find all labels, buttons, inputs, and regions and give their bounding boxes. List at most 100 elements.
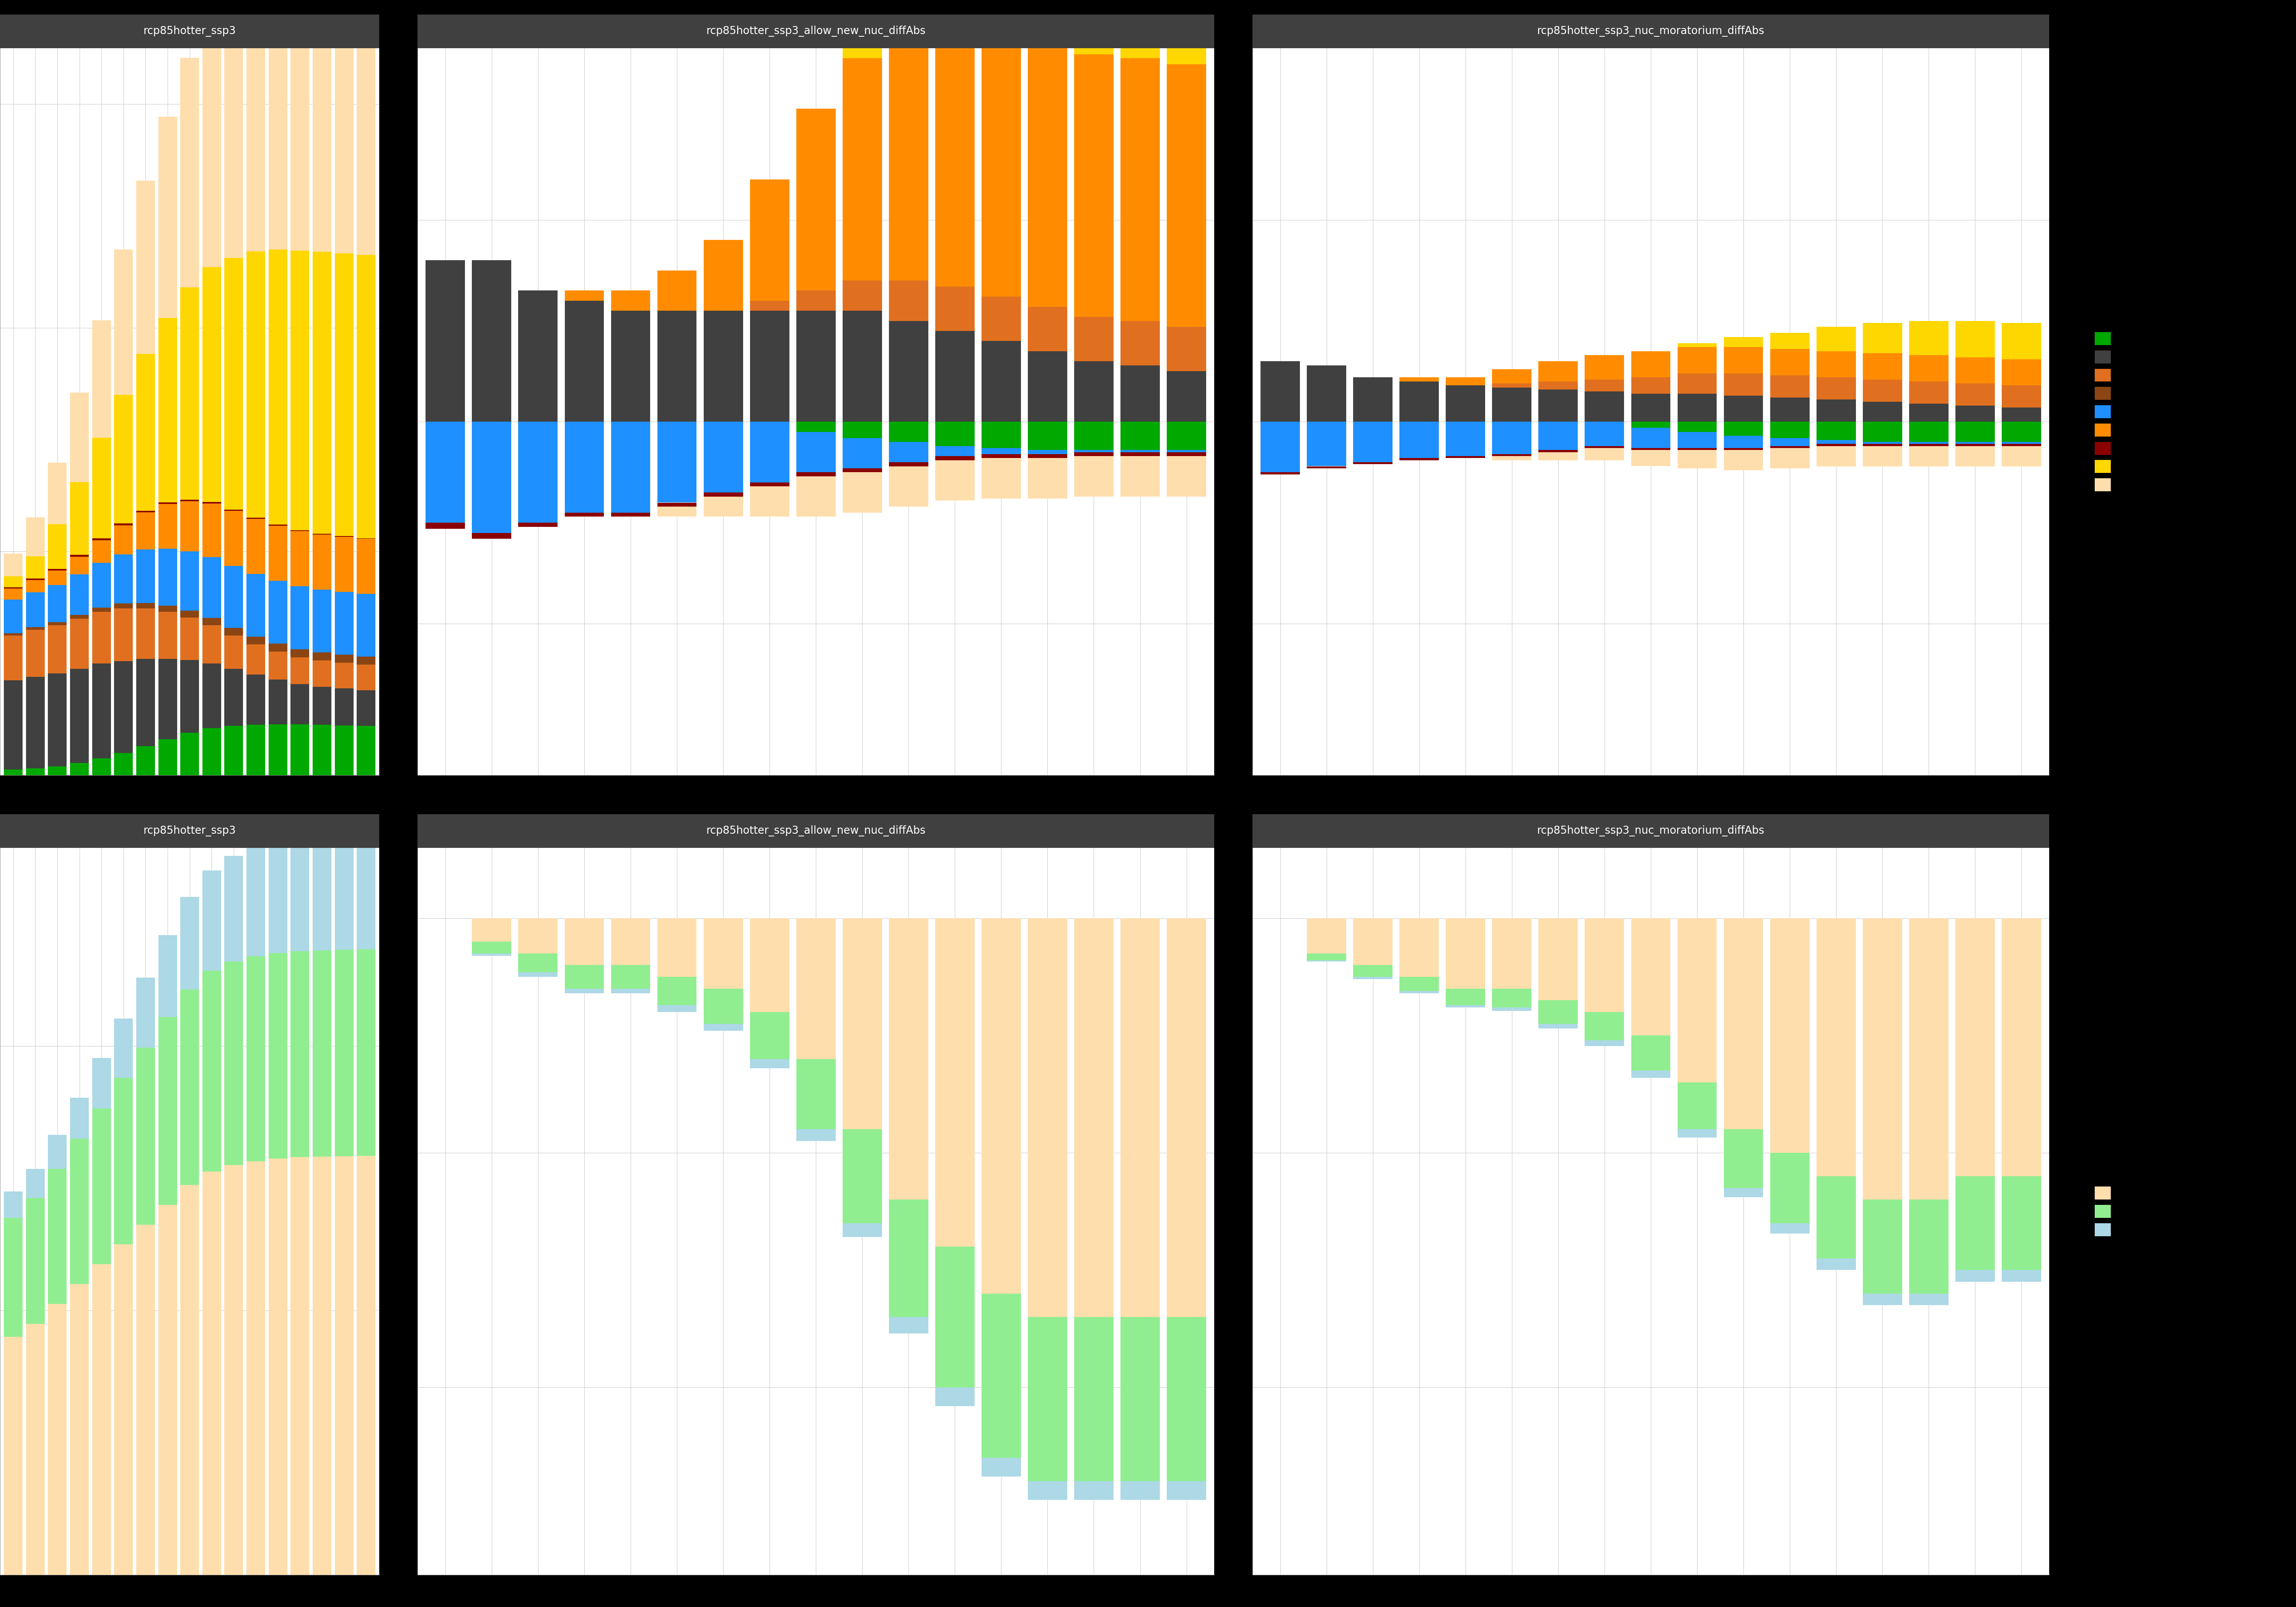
Bar [519,972,558,977]
Bar [246,675,266,725]
Bar [1584,918,1623,1012]
Bar [1029,307,1068,350]
Bar [797,291,836,310]
Bar [1166,421,1205,450]
Bar [269,0,287,249]
Bar [565,421,604,513]
Bar [312,839,331,950]
Bar [1770,421,1809,439]
Bar [657,421,696,503]
Bar [473,918,512,942]
Bar [657,977,696,1004]
Bar [934,331,974,421]
Bar [312,725,331,775]
Bar [269,1159,287,1575]
Bar [269,644,287,651]
Bar [1538,421,1577,450]
Bar [473,534,512,538]
Bar [158,739,177,775]
Bar [135,746,154,775]
Bar [1816,1258,1855,1270]
Bar [92,320,110,437]
Bar [980,458,1022,498]
Bar [1770,349,1809,376]
Bar [158,318,177,503]
Bar [225,511,243,566]
Bar [71,763,90,775]
Bar [71,1139,90,1284]
Bar [356,256,377,538]
Bar [246,519,266,574]
Bar [25,1199,44,1324]
Bar [1908,421,1949,442]
Bar [2002,444,2041,447]
Bar [1862,442,1901,444]
Bar [1862,323,1901,354]
Bar [71,615,90,619]
Bar [889,463,928,466]
Bar [246,0,266,252]
Bar [519,291,558,421]
Bar [225,628,243,635]
Bar [843,439,882,468]
Bar [356,726,377,775]
Bar [843,310,882,421]
Bar [1120,450,1159,452]
Bar [1862,918,1901,1200]
Bar [1584,1012,1623,1040]
Legend: building, industry, transport: building, industry, transport [2092,1183,2172,1241]
Bar [1075,918,1114,1316]
Text: rcp85hotter_ssp3_allow_new_nuc_diffAbs: rcp85hotter_ssp3_allow_new_nuc_diffAbs [707,26,925,37]
Bar [1862,354,1901,379]
Bar [934,456,974,460]
Bar [1446,918,1486,988]
Bar [115,604,133,609]
Bar [1538,1024,1577,1028]
Bar [751,421,790,482]
Bar [135,511,154,513]
Bar [158,606,177,612]
Bar [1862,1200,1901,1294]
Bar [1678,448,1717,450]
Bar [843,1130,882,1223]
Bar [1816,421,1855,440]
Bar [980,421,1022,448]
Bar [1724,435,1763,448]
Bar [181,611,200,617]
Bar [657,270,696,310]
Bar [519,421,558,522]
Bar [1029,918,1068,1316]
Bar [611,513,650,517]
Bar [703,918,744,988]
Bar [980,341,1022,421]
Bar [1446,1004,1486,1008]
Bar [312,652,331,660]
Bar [751,310,790,421]
Bar [202,558,220,619]
Bar [1862,402,1901,421]
Bar [1120,0,1159,58]
Bar [115,1244,133,1575]
Bar [1029,350,1068,421]
Bar [611,291,650,310]
Bar [1166,1482,1205,1499]
Bar [158,1017,177,1205]
Bar [1492,370,1531,384]
Bar [1352,378,1394,421]
Bar [48,1303,67,1575]
Bar [92,664,110,759]
Bar [1492,456,1531,460]
Bar [1166,452,1205,456]
Bar [135,609,154,659]
Bar [2002,408,2041,421]
Bar [1816,378,1855,400]
Bar [980,1458,1022,1477]
Bar [1029,458,1068,498]
Bar [751,301,790,310]
Bar [934,34,974,286]
Bar [1630,378,1671,394]
Bar [2002,386,2041,408]
Bar [92,538,110,540]
Bar [246,1162,266,1575]
Bar [335,950,354,1155]
